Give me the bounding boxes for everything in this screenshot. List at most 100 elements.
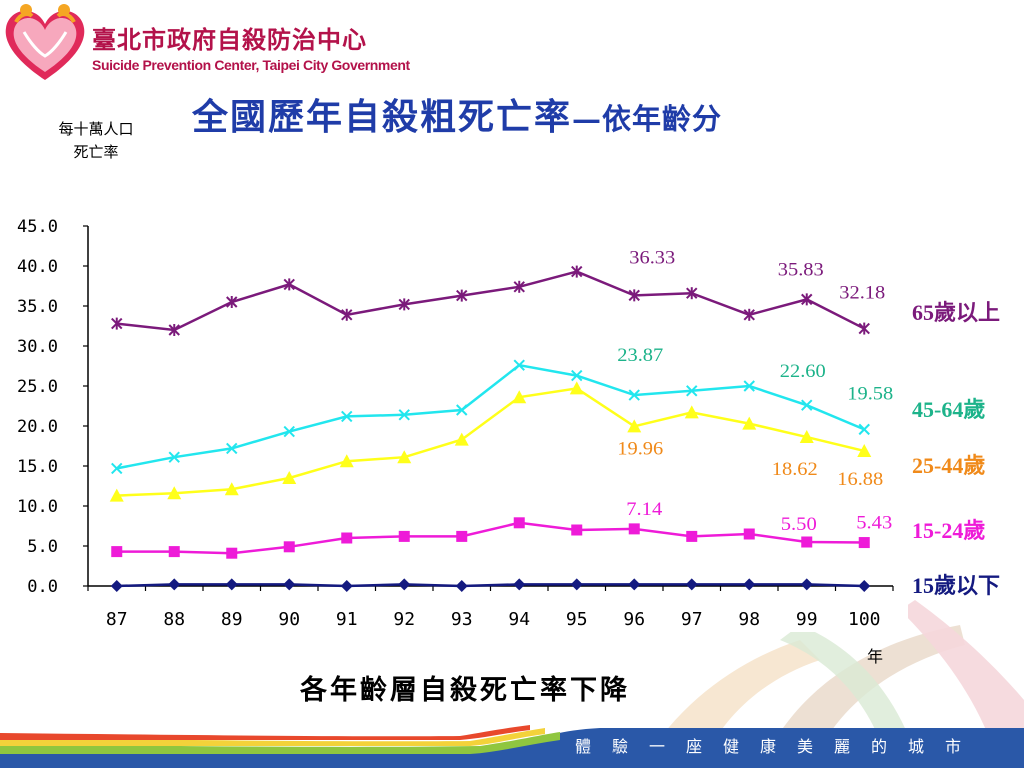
data-point [168, 451, 180, 463]
data-point [801, 536, 813, 548]
data-point-shape [397, 450, 412, 464]
data-point [686, 530, 698, 542]
data-point [801, 399, 813, 411]
data-point-shape [857, 443, 872, 457]
x-tick-label: 88 [163, 609, 185, 630]
y-tick-label: 0.0 [27, 577, 58, 597]
data-point [513, 517, 525, 529]
data-point-shape [569, 381, 584, 395]
data-point [456, 530, 468, 542]
data-point-shape [800, 578, 813, 591]
data-point-shape [513, 517, 525, 529]
x-axis-label: 年 [867, 647, 883, 666]
data-point-shape [398, 530, 410, 542]
data-point [341, 308, 353, 321]
y-tick-label: 35.0 [17, 297, 58, 317]
data-point-shape [858, 580, 871, 592]
data-point [513, 280, 525, 293]
data-point-shape [570, 578, 583, 591]
data-point-shape [858, 537, 870, 549]
x-tick-label: 99 [796, 609, 818, 630]
data-point [571, 369, 583, 382]
data-point-stroke [628, 389, 640, 401]
data-point [686, 385, 698, 397]
x-tick-label: 90 [278, 609, 300, 630]
y-tick-label: 45.0 [17, 217, 58, 237]
data-point [168, 324, 180, 336]
data-point [858, 537, 870, 549]
data-point [800, 578, 813, 591]
data-point-shape [282, 471, 297, 484]
data-point [571, 524, 583, 536]
data-point [111, 546, 123, 558]
data-point [282, 471, 297, 484]
data-point [743, 308, 755, 321]
data-point [858, 423, 870, 436]
data-point-shape [225, 578, 238, 591]
data-point [225, 578, 238, 591]
x-tick-label: 96 [623, 609, 645, 630]
data-point-shape [224, 482, 239, 496]
data-point [341, 532, 353, 544]
data-point-shape [109, 488, 124, 502]
data-point [226, 296, 238, 308]
data-point [454, 432, 469, 446]
data-point [226, 442, 238, 455]
series-end-label: 45-64歲 [912, 397, 985, 422]
data-label: 5.50 [781, 514, 817, 535]
org-name-chinese: 臺北市政府自殺防治中心 [92, 26, 367, 54]
data-point-shape [456, 530, 468, 542]
data-label: 23.87 [617, 345, 663, 366]
data-point-shape [801, 536, 813, 548]
data-point-shape [454, 432, 469, 446]
data-point [283, 541, 295, 553]
data-point [110, 580, 123, 592]
series-line [116, 270, 865, 332]
data-point-shape [799, 430, 814, 444]
plot-background [60, 200, 908, 632]
footer-slogan: 體驗一座健康美麗的城市 [575, 737, 983, 756]
data-point [111, 317, 123, 330]
data-point [398, 298, 410, 311]
data-label: 16.88 [837, 469, 883, 490]
data-point [111, 462, 123, 475]
series-line [116, 583, 865, 588]
data-label: 7.14 [626, 499, 663, 520]
data-point [685, 578, 698, 591]
data-point [513, 578, 526, 591]
data-point-shape [742, 416, 757, 430]
x-tick-label: 94 [508, 609, 530, 630]
data-point-shape [110, 580, 123, 592]
data-point-shape [167, 486, 182, 500]
data-label: 5.43 [856, 513, 892, 534]
data-point [398, 530, 410, 542]
data-point [341, 410, 353, 423]
chart-title-main: 全國歷年自殺粗死亡率 [192, 96, 573, 138]
data-point [628, 523, 640, 535]
data-point-shape [339, 454, 354, 468]
x-tick-label: 89 [221, 609, 243, 630]
x-tick-label: 91 [336, 609, 358, 630]
data-point [627, 419, 642, 433]
chart-title-sub: —依年齡分 [572, 102, 723, 136]
y-axis-unit-label: 每十萬人口 死亡率 [38, 118, 154, 164]
data-point-shape [512, 390, 527, 404]
data-point-shape [684, 405, 699, 419]
data-point-shape [168, 578, 181, 591]
data-point [224, 482, 239, 496]
data-point [109, 488, 124, 502]
data-point-shape [513, 578, 526, 591]
data-point-stroke [111, 462, 123, 475]
data-point [398, 578, 411, 591]
y-tick-label: 15.0 [17, 457, 58, 477]
data-point-stroke [513, 359, 525, 371]
x-tick-label: 93 [451, 609, 473, 630]
series-end-label: 15-24歲 [912, 518, 985, 543]
data-point [743, 578, 756, 591]
data-point [570, 578, 583, 591]
data-point [857, 443, 872, 457]
data-point-shape [226, 547, 238, 559]
data-point-shape [627, 419, 642, 433]
